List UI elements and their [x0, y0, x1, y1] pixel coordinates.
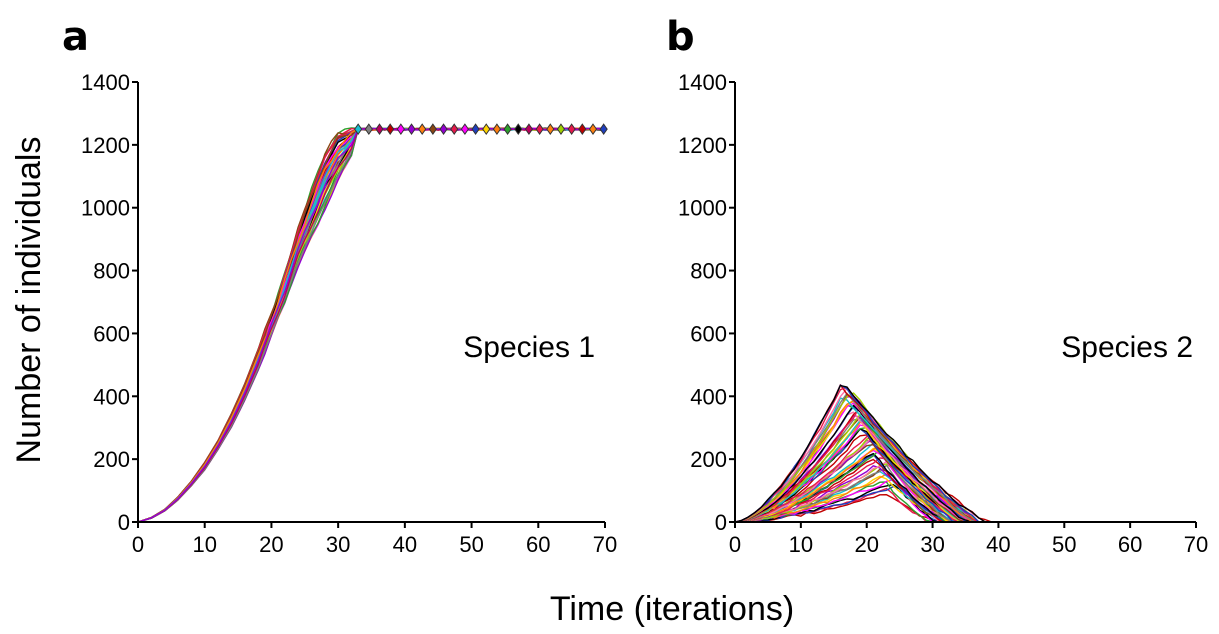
panel-a-y-tick-label: 1200 — [81, 133, 130, 158]
panel-a-plateau-marker — [578, 123, 587, 136]
x-axis-title: Time (iterations) — [550, 590, 794, 628]
panel-a-plateau-marker — [386, 123, 395, 136]
panel-a-plateau-marker — [503, 123, 512, 136]
panel-b-x-tick-label: 10 — [789, 532, 813, 557]
panel-b-axes: 0 200 400 600 800 1000 1200 1400 0 10 20 30 40 50 60 70 — [678, 70, 1208, 557]
panel-a-series-group — [137, 123, 608, 523]
panel-a-plateau-marker — [375, 123, 384, 136]
panel-a-plateau-marker — [588, 123, 598, 136]
panel-a-series-line — [137, 127, 606, 523]
panel-b-y-tick-label: 1200 — [678, 133, 727, 158]
panel-b-series-group — [734, 384, 1196, 523]
panel-a-x-tick-label: 50 — [459, 532, 483, 557]
panel-a: a 0 200 400 600 800 1000 1200 1400 0 10 20 30 40 50 60… — [62, 14, 617, 557]
panel-a-y-tick-label: 600 — [93, 321, 130, 346]
panel-a-y-tick-label: 1000 — [81, 196, 130, 221]
panel-b-y-tick-label: 800 — [690, 259, 727, 284]
panel-a-plateau-marker — [396, 123, 405, 136]
panel-b-x-tick-label: 40 — [986, 532, 1010, 557]
panel-b-y-tick-label: 600 — [690, 321, 727, 346]
panel-a-plateau-marker — [514, 123, 523, 136]
panel-a-plateau-marker — [599, 123, 608, 136]
panel-b-x-tick-label: 50 — [1052, 532, 1076, 557]
panel-a-y-tick-label: 200 — [93, 447, 130, 472]
panel-a-letter: a — [62, 14, 89, 60]
panel-a-x-tick-label: 30 — [326, 532, 350, 557]
panel-a-plateau-marker — [556, 123, 566, 136]
panel-a-y-tick-label: 0 — [118, 510, 130, 535]
panel-a-y-tick-label: 800 — [93, 259, 130, 284]
panel-a-plateau-marker — [418, 123, 427, 136]
panel-b-x-tick-label: 30 — [920, 532, 944, 557]
panel-a-plateau-marker — [492, 123, 502, 136]
panel-a-y-tick-label: 400 — [93, 384, 130, 409]
panel-a-x-tick-label: 20 — [259, 532, 283, 557]
panel-b: b 0 200 400 600 800 1000 1200 1400 0 10 20 30 40 50 60… — [666, 14, 1208, 557]
panel-a-plateau-marker — [407, 123, 416, 136]
panel-b-y-tick-label: 1400 — [678, 70, 727, 95]
panel-a-x-tick-label: 70 — [593, 532, 617, 557]
panel-a-plateau-marker — [546, 123, 555, 136]
panel-a-plateau-marker — [460, 123, 470, 136]
panel-b-y-tick-label: 400 — [690, 384, 727, 409]
panel-b-y-tick-label: 0 — [715, 510, 727, 535]
y-axis-title: Number of individuals — [10, 137, 48, 464]
panel-a-plateau-marker — [450, 123, 459, 136]
panel-a-x-tick-label: 40 — [393, 532, 417, 557]
panel-a-plateau-marker — [354, 123, 363, 136]
panel-a-plateau-marker — [482, 123, 491, 136]
panel-b-letter: b — [666, 14, 695, 60]
panel-a-axes: 0 200 400 600 800 1000 1200 1400 0 10 20 30 40 50 60 70 — [81, 70, 617, 557]
panel-a-x-tick-label: 10 — [192, 532, 216, 557]
panel-b-y-tick-label: 200 — [690, 447, 727, 472]
panel-b-x-tick-label: 0 — [729, 532, 741, 557]
panel-a-plateau-marker — [535, 123, 544, 136]
panel-b-x-tick-label: 70 — [1184, 532, 1208, 557]
panel-a-species-label: Species 1 — [463, 331, 595, 364]
panel-a-x-tick-label: 0 — [132, 532, 144, 557]
panel-a-plateau-marker — [428, 123, 437, 136]
panel-a-plateau-marker — [567, 123, 576, 136]
panel-b-x-tick-label: 20 — [854, 532, 878, 557]
panel-a-x-tick-label: 60 — [526, 532, 550, 557]
panel-b-species-label: Species 2 — [1061, 331, 1193, 364]
panel-a-plateau-marker — [471, 123, 480, 136]
panel-b-y-tick-label: 1000 — [678, 196, 727, 221]
panel-a-y-tick-label: 1400 — [81, 70, 130, 95]
panel-a-plateau-marker — [524, 123, 534, 136]
panel-a-plateau-marker — [364, 123, 373, 136]
panel-a-plateau-marker — [439, 123, 448, 136]
panel-b-x-tick-label: 60 — [1118, 532, 1142, 557]
